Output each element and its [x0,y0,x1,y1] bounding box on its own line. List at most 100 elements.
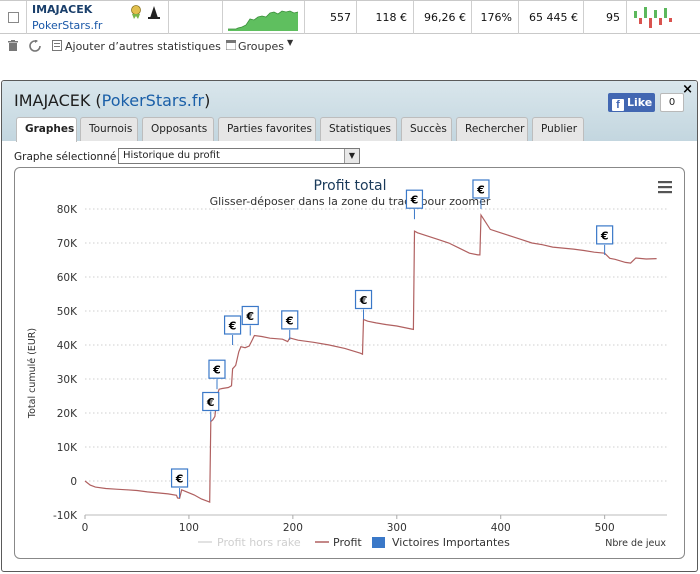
chart-legend: Profit hors rake Profit Victoires Import… [198,536,510,549]
flag-box [223,315,242,335]
graph-select-value: Historique du profit [123,150,220,161]
recent-form-bars [634,7,672,28]
player-panel: IMAJACEK (PokerStars.fr) f Like 0 Graphes… [1,80,698,572]
cell-divider [413,1,414,34]
refresh-icon[interactable] [29,39,41,55]
panel-title: IMAJACEK (PokerStars.fr) [14,91,211,110]
tab-succes[interactable]: Succès [401,117,452,141]
cell-divider [471,1,472,34]
victory-flags: € € € € € € € € € € [170,179,614,498]
games-count: 557 [330,11,351,24]
victory-flag[interactable]: € [202,391,220,422]
y-tick-label: 10K [57,442,78,454]
y-tick-label: 30K [57,374,78,386]
flag-label: € [600,229,609,242]
panel-title-player: IMAJACEK [14,91,91,110]
cell-divider [304,1,305,34]
tab-tournois[interactable]: Tournois [80,117,138,141]
wizard-hat-icon [148,6,160,19]
victory-flag[interactable]: € [170,468,189,498]
facebook-icon: f [612,99,624,111]
flag-box [596,225,614,245]
graph-select-label: Graphe sélectionné : [14,151,124,163]
cell-divider [518,1,519,34]
panel-header: IMAJACEK (PokerStars.fr) f Like 0 Graphes… [2,81,697,142]
victory-flag[interactable]: € [596,225,614,255]
flag-box [202,391,220,412]
victory-flag[interactable]: € [223,315,242,345]
y-tick-label: 70K [57,238,78,250]
victory-flag[interactable]: € [208,359,226,390]
player-name[interactable]: IMAJACEK [32,3,93,16]
groups-icon [225,39,237,53]
facebook-like-button[interactable]: f Like [608,93,655,112]
chevron-down-icon[interactable]: ▼ [287,38,294,47]
avg-profit: 96,26 € [424,11,466,24]
victory-flag[interactable]: € [405,189,424,220]
victory-flag[interactable]: € [281,310,299,340]
flag-box [472,179,490,199]
tab-rechercher[interactable]: Rechercher [456,117,528,141]
player-site[interactable]: PokerStars.fr [32,19,103,32]
cell-divider [356,1,357,34]
legend-profit[interactable]: Profit [333,536,362,549]
profit-chart-svg[interactable]: Profit total Glisser-déposer dans la zon… [15,168,684,558]
flag-label: € [245,310,254,323]
profit-sparkline [228,10,299,31]
add-stats-icon [52,40,62,54]
player-stats-row: IMAJACEK PokerStars.fr 557 118 € 96,26 €… [0,0,700,34]
tab-opposants[interactable]: Opposants [142,117,214,141]
chart-title: Profit total [314,178,387,194]
tab-publier[interactable]: Publier [532,117,584,141]
victory-flag[interactable]: € [241,305,259,336]
menu-icon[interactable] [658,181,672,194]
chevron-down-icon[interactable]: ▼ [344,149,359,163]
cell-divider [168,1,169,34]
x-tick-label: 300 [387,522,407,534]
flag-box [241,305,259,326]
y-tick-label: 50K [57,306,78,318]
panel-title-site[interactable]: PokerStars.fr [101,91,205,110]
tab-parties-favorites[interactable]: Parties favorites [218,117,316,141]
graph-select[interactable]: Historique du profit ▼ [118,148,360,164]
add-stats-button[interactable]: Ajouter d’autres statistiques [65,40,221,53]
flag-box [281,310,299,330]
y-tick-label: 80K [57,204,78,216]
flag-label: € [359,294,368,307]
x-tick-label: 100 [179,522,199,534]
cell-divider [222,1,223,34]
profit-chart[interactable]: Profit total Glisser-déposer dans la zon… [14,167,685,559]
groups-button[interactable]: Groupes [238,40,284,53]
chart-grid [85,208,667,516]
close-icon[interactable]: × [682,82,693,97]
y-tick-label: 20K [57,408,78,420]
flag-label: € [476,184,485,197]
chart-series [84,213,657,503]
tab-statistiques[interactable]: Statistiques [320,117,397,141]
flag-box [170,468,189,488]
legend-swatch-victoires [372,537,385,548]
x-tick-label: 0 [82,522,89,534]
y-tick-label: 40K [57,340,78,352]
flag-label: € [175,473,184,486]
row-toolbar: Ajouter d’autres statistiques Groupes ▼ [0,36,700,58]
trash-icon[interactable] [8,40,18,55]
cell-divider [583,1,584,34]
flag-box [208,359,226,379]
row-checkbox[interactable] [8,12,19,23]
legend-victoires[interactable]: Victoires Importantes [392,536,510,549]
roi: 176% [480,11,512,24]
profit-line [84,213,657,503]
avg-stake: 118 € [375,11,408,24]
flag-label: € [212,364,221,377]
flag-label: € [206,396,215,409]
x-axis-ticks: 0 100 200 300 400 500 [82,515,615,534]
legend-profit-hors-rake[interactable]: Profit hors rake [217,536,301,549]
y-tick-label: -10K [53,510,78,522]
victory-flag[interactable]: € [354,289,373,320]
y-tick-label: 0 [70,476,77,488]
total-profit: 65 445 € [529,11,578,24]
victory-flag[interactable]: € [472,179,490,209]
tab-graphes[interactable]: Graphes [16,117,77,142]
like-count: 0 [660,93,684,112]
